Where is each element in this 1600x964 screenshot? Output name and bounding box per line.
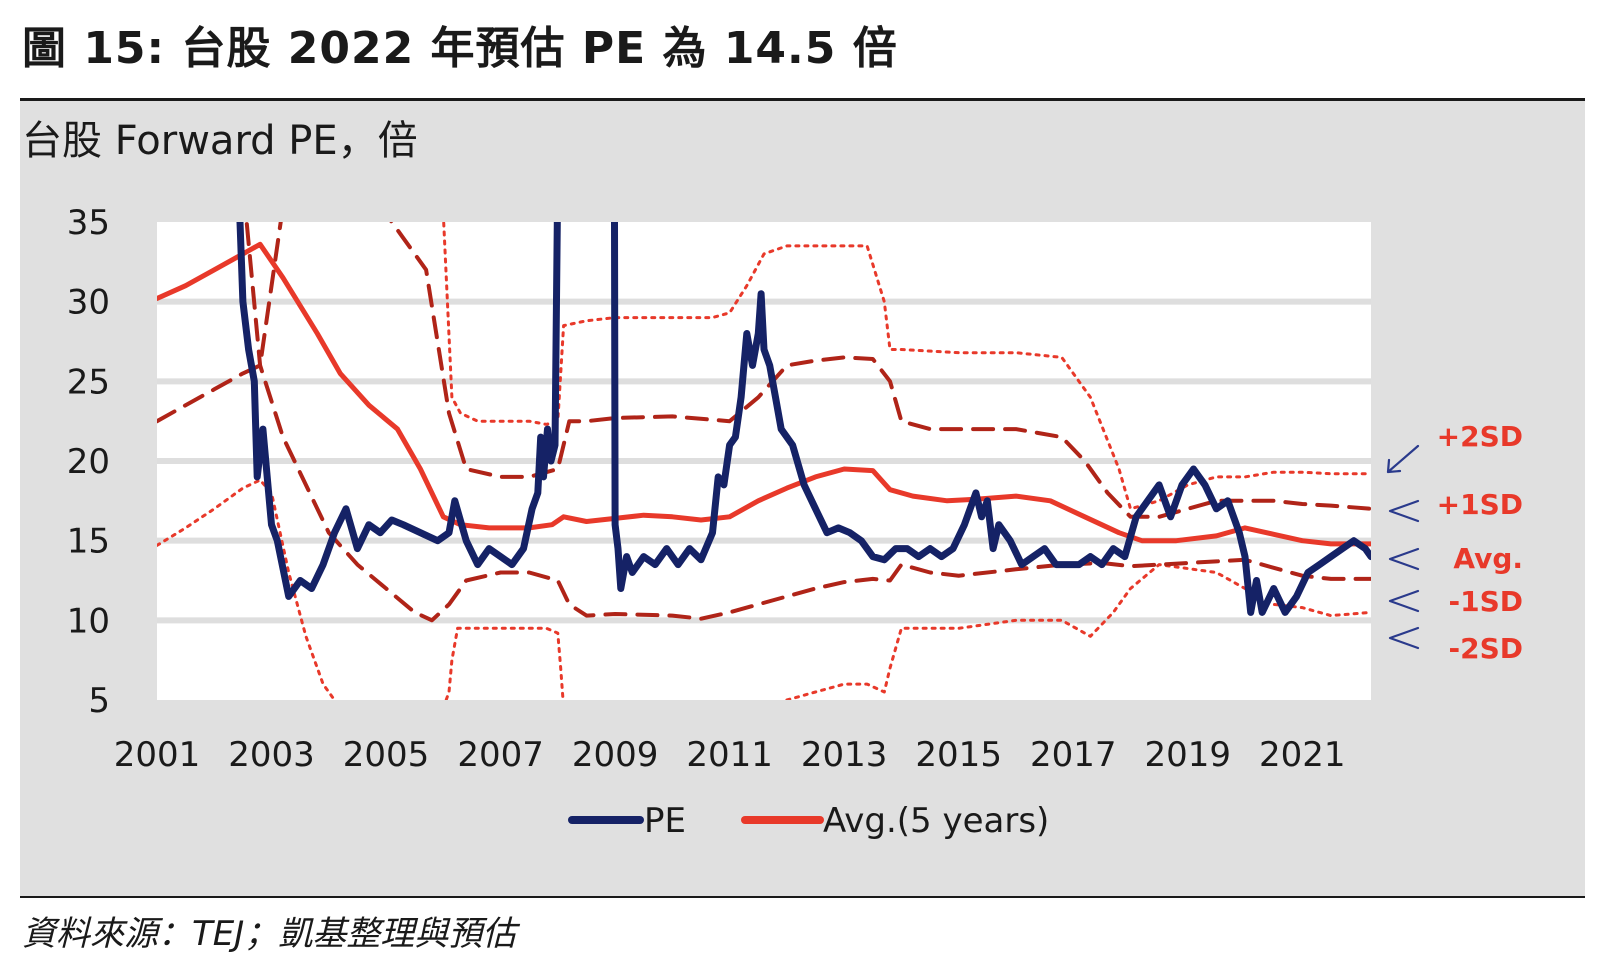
legend: PE Avg.(5 years) (568, 801, 1049, 841)
arrow-left-icon (1386, 444, 1420, 474)
arrow-left-icon (1388, 547, 1420, 571)
x-tick-label: 2013 (801, 735, 888, 775)
arrow-left-icon (1388, 499, 1420, 523)
series--2sd (444, 626, 565, 700)
x-tick-label: 2015 (915, 735, 1002, 775)
band-label: Avg. (1453, 542, 1523, 575)
arrow-left-icon (1388, 626, 1420, 650)
legend-label-pe: PE (644, 801, 686, 841)
x-tick-label: 2021 (1259, 735, 1346, 775)
band-label: +2SD (1437, 420, 1523, 453)
legend-label-avg: Avg.(5 years) (823, 801, 1049, 841)
x-tick-label: 2011 (686, 735, 773, 775)
band-label: -2SD (1448, 632, 1523, 665)
y-tick-label: 15 (67, 522, 110, 562)
source-note: 資料來源：TEJ；凱基整理與預估 (22, 914, 517, 954)
y-tick-label: 20 (67, 442, 110, 482)
x-tick-label: 2005 (343, 735, 430, 775)
x-tick-label: 2001 (114, 735, 201, 775)
series-pe (611, 222, 1371, 616)
band-label: -1SD (1448, 585, 1523, 618)
band-label: +1SD (1437, 488, 1523, 521)
figure-title: 圖 15: 台股 2022 年預估 PE 為 14.5 倍 (22, 23, 898, 74)
x-tick-label: 2009 (572, 735, 659, 775)
arrow-left-icon (1388, 589, 1420, 613)
band-labels: +2SD +1SD Avg. -1SD -2SD (1386, 420, 1523, 665)
series-pe (236, 222, 561, 600)
y-axis: 35 30 25 20 15 10 5 (67, 203, 110, 721)
x-tick-label: 2019 (1144, 735, 1231, 775)
top-rule (20, 98, 1585, 101)
y-tick-label: 10 (67, 601, 110, 641)
bottom-rule (20, 896, 1585, 898)
y-tick-label: 35 (67, 203, 110, 243)
y-tick-label: 30 (67, 283, 110, 323)
series-+2sd (442, 222, 1371, 511)
y-tick-label: 5 (88, 681, 110, 721)
series-group (157, 222, 1371, 700)
chart-title: 台股 Forward PE，倍 (22, 118, 418, 164)
x-tick-label: 2007 (457, 735, 544, 775)
x-axis: 2001 2003 2005 2007 2009 2011 2013 2015 2017 2019… (114, 735, 1346, 775)
x-tick-label: 2017 (1030, 735, 1117, 775)
x-tick-label: 2003 (228, 735, 315, 775)
series--1sd (244, 222, 1371, 623)
y-tick-label: 25 (67, 362, 110, 402)
